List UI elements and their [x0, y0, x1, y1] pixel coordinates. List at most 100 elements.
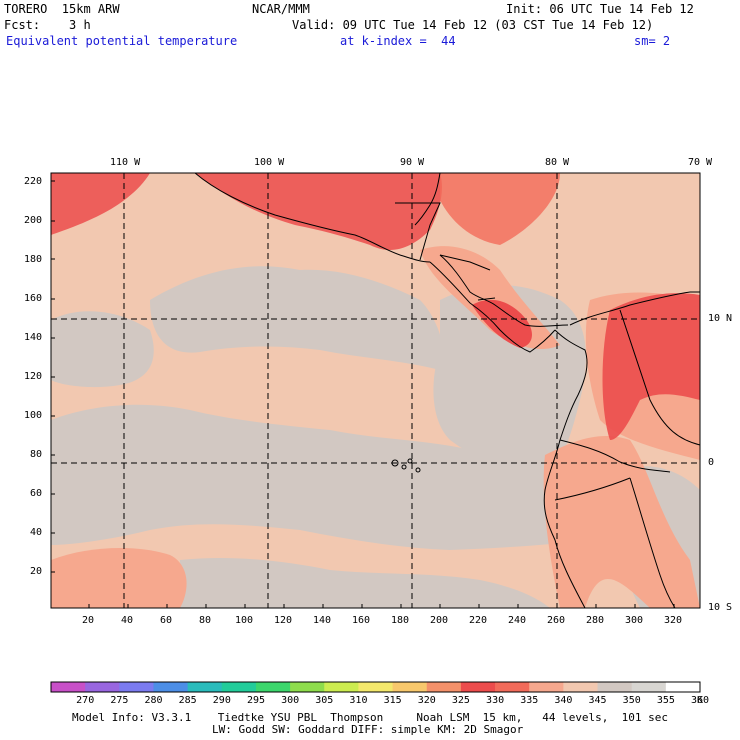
border-honduras: [439, 254, 491, 271]
legend-label-280: 280: [144, 695, 163, 706]
hot-northwest: [51, 173, 150, 235]
coast-north-sa: [569, 291, 700, 326]
plot-frame: [50, 172, 701, 609]
gray-region-central: [51, 404, 597, 550]
hot-mexico: [195, 173, 442, 250]
footer-model-info: Model Info: V3.3.1 Tiedtke YSU PBL Thomp…: [72, 711, 669, 724]
grid-y-80: 80: [30, 449, 43, 460]
lat-label-10s: 10 S: [708, 602, 733, 613]
hot-costa-rica: [472, 299, 532, 348]
grid-x-120: 120: [274, 615, 293, 626]
legend-label-270: 270: [76, 695, 95, 706]
legend-swatch-18: [665, 682, 701, 692]
grid-x-280: 280: [586, 615, 605, 626]
legend-label-350: 350: [622, 695, 641, 706]
lon-label-70w: 70 W: [688, 157, 713, 168]
grid-x-160: 160: [352, 615, 371, 626]
grid-y-100: 100: [24, 410, 43, 421]
legend-frame: [50, 681, 701, 693]
grid-y-180: 180: [24, 254, 43, 265]
grid-x-140: 140: [313, 615, 332, 626]
field-name: Equivalent potential temperature: [6, 34, 238, 48]
border-ecuador-peru: [554, 477, 631, 501]
gray-region-south: [180, 558, 550, 608]
coast-central-america-pacific: [429, 261, 556, 353]
legend-label-315: 315: [383, 695, 402, 706]
coast-mexico: [194, 172, 431, 263]
graticule: [51, 173, 700, 608]
gray-region-west: [51, 311, 154, 388]
lon-label-80w: 80 W: [545, 157, 570, 168]
legend-swatch-8: [324, 682, 359, 692]
grid-y-120: 120: [24, 371, 43, 382]
legend-label-275: 275: [110, 695, 129, 706]
legend-swatch-5: [221, 682, 257, 692]
legend-unit: K: [697, 695, 704, 706]
gray-region-north: [150, 266, 444, 370]
forecast-hour: Fcst: 3 h: [4, 18, 91, 32]
legend-label-305: 305: [315, 695, 334, 706]
salmon-band-south: [51, 548, 187, 608]
grid-y-40: 40: [30, 527, 43, 538]
legend-swatch-9: [358, 682, 394, 692]
grid-y-160: 160: [24, 293, 43, 304]
center-name: NCAR/MMM: [252, 2, 310, 16]
grid-y-200: 200: [24, 215, 43, 226]
grid-x-60: 60: [160, 615, 173, 626]
lon-label-90w: 90 W: [400, 157, 425, 168]
border-nicaragua-costarica: [477, 297, 496, 301]
grid-x-260: 260: [547, 615, 566, 626]
border-colombia-venezuela: [619, 309, 701, 446]
legend-label-310: 310: [349, 695, 368, 706]
frame-ticks: [51, 180, 675, 608]
grid-x-220: 220: [469, 615, 488, 626]
legend-label-285: 285: [178, 695, 197, 706]
legend-swatch-6: [255, 682, 291, 692]
legend-swatch-10: [392, 682, 428, 692]
grid-y-140: 140: [24, 332, 43, 343]
legend-swatch-3: [153, 682, 189, 692]
grid-x-240: 240: [508, 615, 527, 626]
border-colombia-ecuador: [559, 439, 671, 473]
coastlines: [194, 172, 701, 609]
coast-colombia: [543, 329, 588, 609]
legend-swatch-13: [495, 682, 530, 692]
init-time: Init: 06 UTC Tue 14 Feb 12: [506, 2, 694, 16]
legend-label-300: 300: [281, 695, 300, 706]
grid-y-60: 60: [30, 488, 43, 499]
legend-label-325: 325: [451, 695, 470, 706]
valid-time: Valid: 09 UTC Tue 14 Feb 12 (03 CST Tue …: [292, 18, 654, 32]
lon-label-110w: 110 W: [110, 157, 141, 168]
grid-x-100: 100: [235, 615, 254, 626]
lon-label-100w: 100 W: [254, 157, 285, 168]
legend-label-330: 330: [486, 695, 505, 706]
smoothing-info: sm= 2: [634, 34, 671, 48]
coast-central-america-carib: [439, 254, 569, 327]
legend-swatch-15: [563, 682, 599, 692]
coast-yucatan: [414, 172, 441, 226]
legend-swatch-14: [529, 682, 564, 692]
grid-x-300: 300: [625, 615, 644, 626]
map-field: [51, 173, 700, 608]
legend-swatch-17: [631, 682, 667, 692]
legend-swatch-12: [460, 682, 496, 692]
legend-swatch-7: [290, 682, 325, 692]
grid-y-20: 20: [30, 566, 43, 577]
level-info: at k-index = 44: [340, 34, 456, 48]
salmon-andes: [543, 435, 700, 608]
legend-colorbar: [51, 682, 701, 692]
grid-y-220: 220: [24, 176, 43, 187]
legend-label-340: 340: [554, 695, 573, 706]
grid-x-80: 80: [199, 615, 212, 626]
lat-label-10n: 10 N: [708, 313, 733, 324]
border-guatemala: [395, 202, 441, 261]
grid-x-40: 40: [121, 615, 134, 626]
legend-label-295: 295: [246, 695, 265, 706]
legend-label-345: 345: [588, 695, 607, 706]
legend-label-335: 335: [520, 695, 539, 706]
grid-x-200: 200: [430, 615, 449, 626]
legend-label-290: 290: [212, 695, 231, 706]
legend-label-320: 320: [417, 695, 436, 706]
border-peru-brazil: [629, 477, 676, 609]
